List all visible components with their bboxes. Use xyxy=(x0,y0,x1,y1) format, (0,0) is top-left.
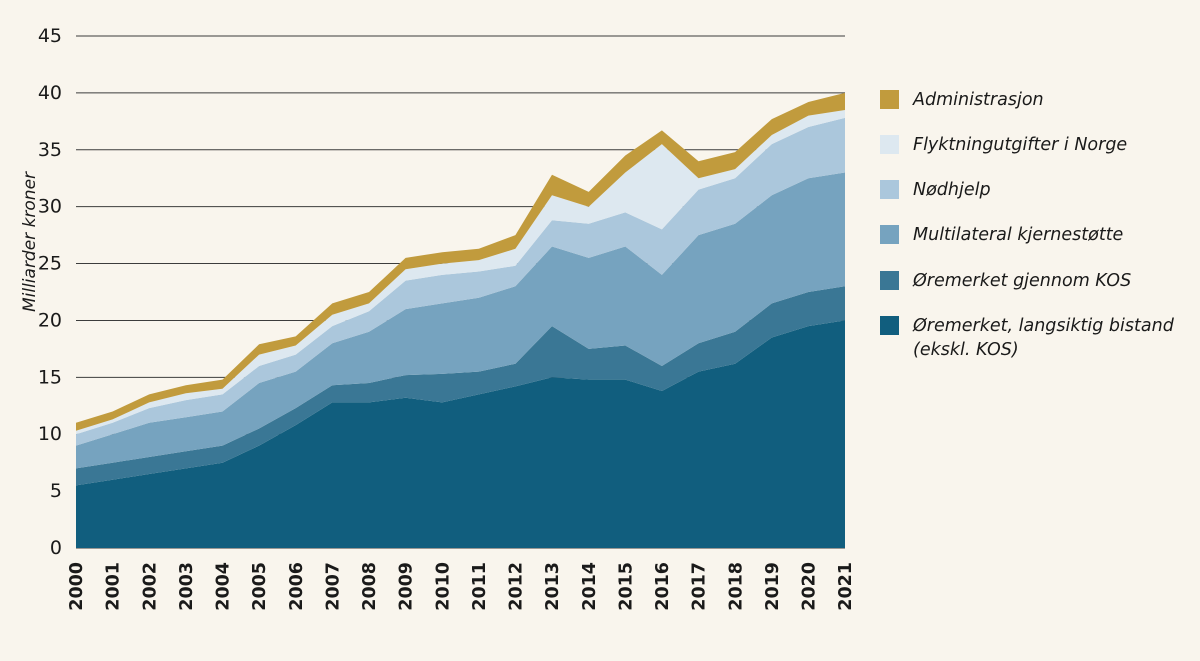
legend-item: Øremerket, langsiktig bistand (ekskl. KO… xyxy=(880,314,1174,362)
area-layer-4 xyxy=(76,110,845,435)
y-tick-label: 45 xyxy=(38,25,62,47)
legend-swatch xyxy=(880,315,899,335)
x-tick-label: 2001 xyxy=(104,562,124,611)
area-layer-3 xyxy=(76,117,845,446)
legend-item: Flyktningutgifter i Norge xyxy=(880,133,1174,157)
area-layer-0 xyxy=(76,320,845,548)
y-tick-label: 30 xyxy=(38,196,62,218)
legend-swatch xyxy=(880,135,899,155)
x-tick-label: 2007 xyxy=(323,562,343,611)
x-tick-label: 2009 xyxy=(397,562,417,611)
x-tick-label: 2012 xyxy=(507,562,527,611)
y-tick-label: 5 xyxy=(50,480,62,502)
legend-item: Multilateral kjernestøtte xyxy=(880,223,1174,247)
x-tick-label: 2016 xyxy=(653,562,673,611)
y-tick-label: 40 xyxy=(38,82,62,104)
x-tick-label: 2006 xyxy=(287,562,307,611)
x-tick-label: 2000 xyxy=(67,562,87,611)
x-tick-label: 2015 xyxy=(616,562,636,611)
legend-item: Øremerket gjennom KOS xyxy=(880,269,1174,293)
x-tick-label: 2013 xyxy=(543,562,563,611)
x-tick-label: 2017 xyxy=(690,562,710,611)
x-tick-label: 2005 xyxy=(250,562,270,611)
legend-label: Øremerket gjennom KOS xyxy=(913,270,1132,291)
y-axis-title: Milliarder kroner xyxy=(20,171,40,313)
x-tick-label: 2021 xyxy=(836,562,856,611)
y-tick-label: 15 xyxy=(38,366,62,388)
area-layer-2 xyxy=(76,172,845,469)
y-tick-label: 20 xyxy=(38,309,62,331)
x-tick-label: 2014 xyxy=(580,562,600,611)
x-tick-label: 2019 xyxy=(763,562,783,611)
y-tick-label: 0 xyxy=(50,537,62,559)
area-layer-1 xyxy=(76,286,845,486)
x-tick-label: 2020 xyxy=(800,562,820,611)
x-tick-label: 2002 xyxy=(140,562,160,611)
y-tick-label: 10 xyxy=(38,423,62,445)
x-tick-label: 2011 xyxy=(470,562,490,611)
x-tick-label: 2010 xyxy=(433,562,453,611)
legend-label: Øremerket, langsiktig bistand (ekskl. KO… xyxy=(913,315,1174,360)
legend-swatch xyxy=(880,270,899,290)
x-tick-label: 2003 xyxy=(177,562,197,611)
legend: Administrasjon Flyktningutgifter i Norge… xyxy=(880,88,1174,362)
legend-item: Administrasjon xyxy=(880,88,1174,112)
legend-swatch xyxy=(880,90,899,109)
legend-swatch xyxy=(880,180,899,200)
legend-label: Nødhjelp xyxy=(913,180,991,201)
x-tick-label: 2018 xyxy=(726,562,746,611)
x-tick-label: 2004 xyxy=(214,562,234,611)
y-tick-label: 35 xyxy=(38,139,62,161)
legend-label: Flyktningutgifter i Norge xyxy=(913,135,1128,156)
legend-swatch xyxy=(880,225,899,245)
area-layer-5 xyxy=(76,92,845,431)
legend-item: Nødhjelp xyxy=(880,178,1174,202)
legend-label: Multilateral kjernestøtte xyxy=(913,225,1124,246)
legend-label: Administrasjon xyxy=(913,90,1044,110)
y-tick-label: 25 xyxy=(38,253,62,275)
x-tick-label: 2008 xyxy=(360,562,380,611)
